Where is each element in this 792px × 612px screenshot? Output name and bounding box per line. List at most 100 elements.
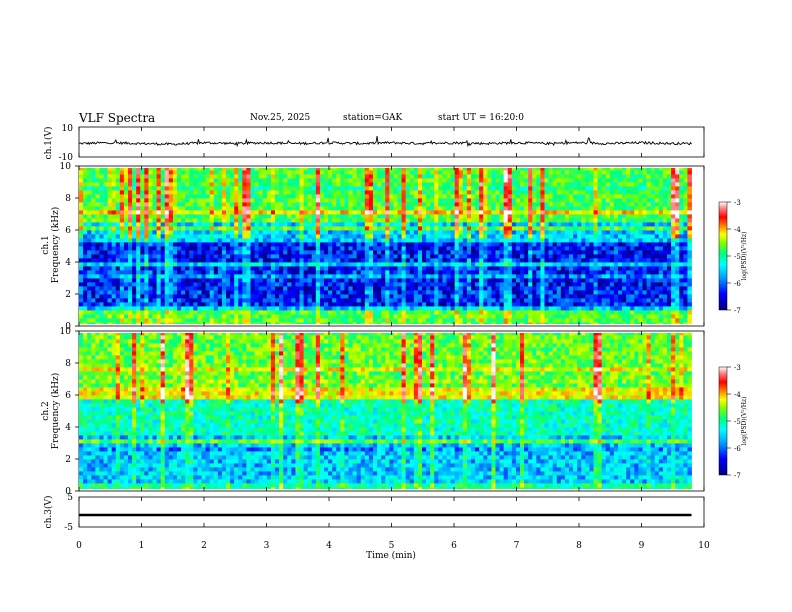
spectrogram-cell: [564, 258, 570, 263]
spectrogram-cell: [160, 318, 166, 323]
spectrogram-cell: [662, 246, 668, 251]
spectrogram-cell: [205, 302, 211, 307]
spectrogram-cell: [589, 310, 594, 315]
spectrogram-cell: [434, 250, 439, 255]
spectrogram-cell: [111, 206, 117, 211]
spectrogram-cell: [454, 282, 460, 287]
spectrogram-cell: [91, 298, 96, 303]
spectrogram-cell: [564, 218, 570, 223]
spectrogram-cell: [597, 310, 603, 315]
spectrogram-cell: [258, 222, 264, 227]
spectrogram-cell: [401, 250, 407, 255]
spectrogram-cell: [340, 226, 345, 231]
spectrogram-cell: [536, 298, 541, 303]
spectrogram-cell: [217, 214, 223, 219]
spectrogram-cell: [377, 270, 382, 275]
spectrogram-cell: [442, 282, 447, 287]
spectrogram-cell: [279, 234, 284, 239]
spectrogram-cell: [442, 246, 447, 251]
spectrogram-cell: [193, 222, 198, 227]
spectrogram-cell: [348, 318, 353, 323]
spectrogram-cell: [585, 222, 590, 227]
spectrogram-cell: [646, 278, 652, 283]
spectrogram-cell: [107, 246, 113, 251]
spectrogram-cell: [336, 254, 341, 259]
spectrogram-cell: [564, 234, 570, 239]
spectrogram-cell: [99, 226, 104, 231]
spectrogram-cell: [573, 202, 578, 207]
spectrogram-cell: [95, 266, 100, 271]
spectrogram-cell: [189, 206, 194, 211]
spectrogram-cell: [364, 262, 370, 267]
spectrogram-cell: [430, 206, 435, 211]
spectrogram-cell: [532, 282, 537, 287]
spectrogram-cell: [466, 318, 472, 323]
spectrogram-cell: [328, 226, 333, 231]
spectrogram-cell: [250, 206, 255, 211]
spectrogram-cell: [144, 242, 149, 247]
spectrogram-cell: [613, 286, 619, 291]
spectrogram-cell: [589, 258, 594, 263]
spectrogram-cell: [148, 294, 153, 299]
spectrogram-cell: [687, 210, 692, 215]
spectrogram-cell: [642, 310, 647, 315]
spectrogram-cell: [618, 270, 623, 275]
spectrogram-cell: [132, 230, 137, 235]
spectrogram-cell: [642, 282, 647, 287]
spectrogram-cell: [181, 318, 186, 323]
spectrogram-cell: [417, 294, 423, 299]
spectrogram-cell: [499, 230, 505, 235]
spectrogram-cell: [373, 290, 378, 295]
spectrogram-cell: [266, 302, 272, 307]
spectrogram-cell: [609, 198, 615, 203]
spectrogram-cell: [242, 282, 247, 287]
spectrogram-cell: [246, 198, 251, 203]
spectrogram-cell: [613, 282, 619, 287]
spectrogram-cell: [483, 322, 488, 324]
spectrogram-cell: [324, 286, 329, 291]
spectrogram-cell: [487, 282, 492, 287]
spectrogram-cell: [332, 250, 337, 255]
spectrogram-cell: [397, 298, 402, 303]
spectrogram-cell: [430, 266, 435, 271]
spectrogram-cell: [654, 270, 660, 275]
spectrogram-cell: [315, 266, 321, 271]
spectrogram-cell: [507, 306, 513, 311]
spectrogram-cell: [226, 314, 231, 319]
spectrogram-cell: [197, 226, 202, 231]
spectrogram-cell: [275, 322, 280, 324]
spectrogram-cell: [234, 230, 239, 235]
spectrogram-cell: [675, 254, 680, 259]
spectrogram-cell: [622, 278, 627, 283]
spectrogram-cell: [262, 270, 268, 275]
spectrogram-cell: [446, 246, 451, 251]
spectrogram-cell: [622, 210, 627, 215]
spectrogram-cell: [573, 258, 578, 263]
spectrogram-cell: [193, 254, 198, 259]
spectrogram-cell: [593, 218, 598, 223]
spectrogram-cell: [679, 322, 684, 324]
spectrogram-cell: [515, 250, 521, 255]
spectrogram-cell: [601, 310, 607, 315]
spectrogram-cell: [152, 222, 157, 227]
spectrogram-cell: [524, 310, 529, 315]
spectrogram-cell: [193, 230, 198, 235]
spectrogram-cell: [168, 298, 174, 303]
spectrogram-cell: [148, 202, 153, 207]
spectrogram-cell: [552, 298, 558, 303]
spectrogram-cell: [172, 222, 178, 227]
spectrogram-cell: [132, 294, 137, 299]
spectrogram-cell: [536, 290, 541, 295]
spectrogram-cell: [258, 278, 264, 283]
spectrogram-cell: [328, 318, 333, 323]
spectrogram-cell: [532, 306, 537, 311]
spectrogram-cell: [128, 302, 133, 307]
spectrogram-cell: [275, 250, 280, 255]
spectrogram-cell: [524, 202, 529, 207]
spectrogram-cell: [91, 286, 96, 291]
spectrogram-cell: [336, 238, 341, 243]
spectrogram-cell: [213, 198, 219, 203]
spectrogram-cell: [336, 210, 341, 215]
spectrogram-cell: [613, 270, 619, 275]
spectrogram-cell: [556, 262, 562, 267]
